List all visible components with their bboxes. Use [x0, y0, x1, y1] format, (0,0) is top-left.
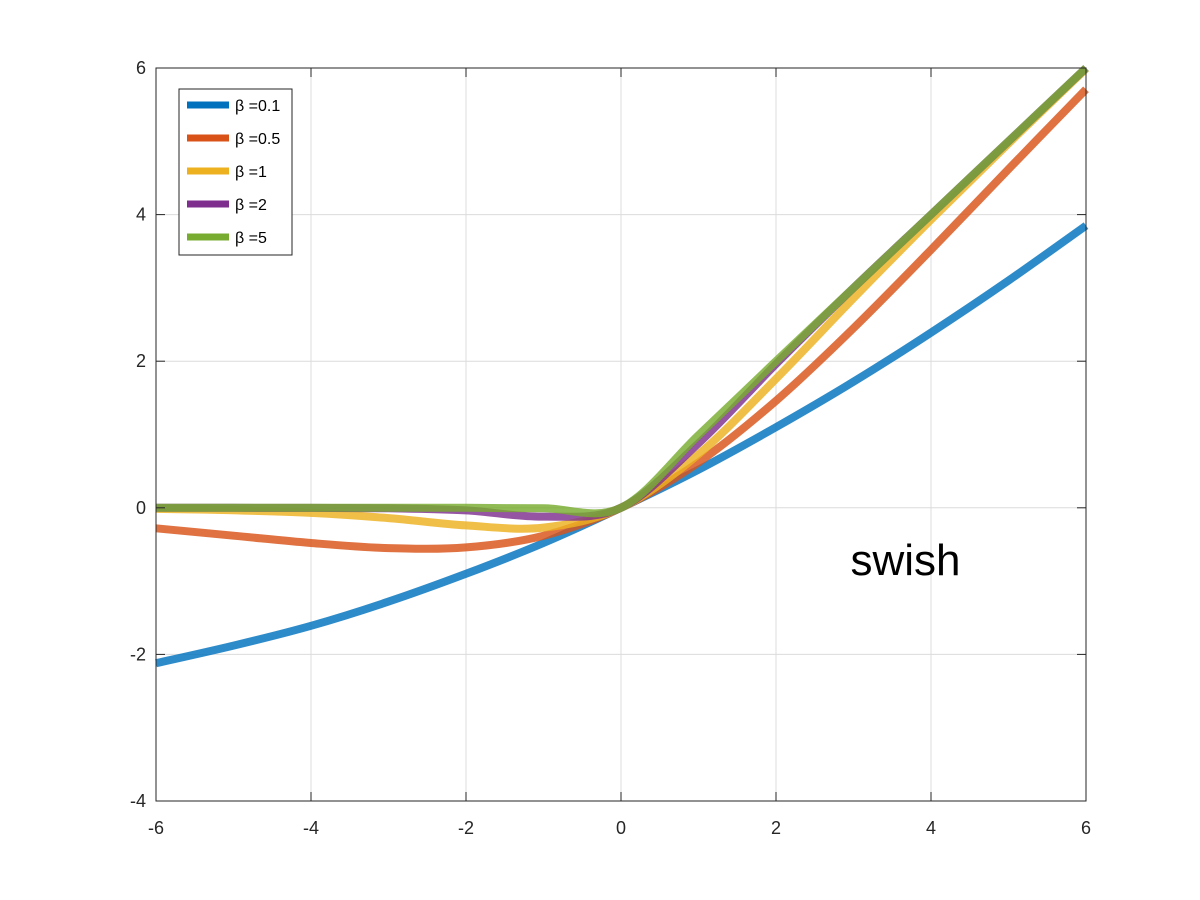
x-tick-label: -6 [148, 818, 164, 838]
legend-label-2: β =1 [235, 164, 267, 181]
y-tick-label: 0 [136, 498, 146, 518]
legend-label-4: β =5 [235, 230, 267, 247]
y-tick-label: -4 [130, 791, 146, 811]
series-lines [155, 65, 1089, 668]
x-tick-label: 0 [616, 818, 626, 838]
y-tick-label: -2 [130, 644, 146, 664]
legend-label-0: β =0.1 [235, 98, 280, 115]
legend-label-3: β =2 [235, 197, 267, 214]
legend: β =0.1 β =0.5 β =1 β =2 β =5 [178, 88, 293, 256]
annotation-swish: swish [851, 536, 961, 585]
y-tick-label: 4 [136, 205, 146, 225]
y-tick-label: 6 [136, 58, 146, 78]
x-tick-label: 6 [1081, 818, 1091, 838]
x-tick-label: 4 [926, 818, 936, 838]
series-line-4 [156, 65, 1089, 518]
legend-label-1: β =0.5 [235, 131, 280, 148]
x-tick-label: -2 [458, 818, 474, 838]
y-tick-label: 2 [136, 351, 146, 371]
x-tick-label: 2 [771, 818, 781, 838]
x-tick-label: -4 [303, 818, 319, 838]
